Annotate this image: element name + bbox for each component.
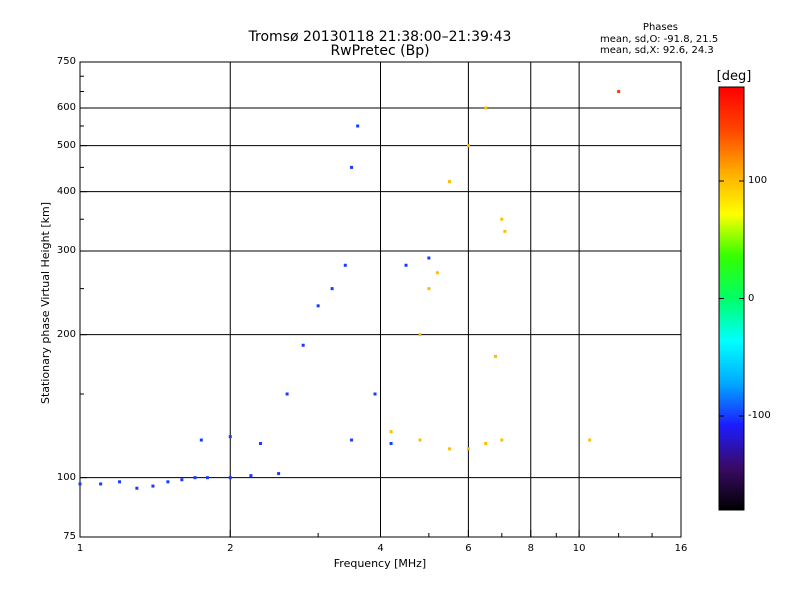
grid-lines bbox=[80, 62, 681, 537]
data-point bbox=[494, 354, 498, 358]
x-tick-label: 6 bbox=[465, 543, 472, 554]
data-point bbox=[285, 392, 289, 396]
y-axis-label: Stationary phase Virtual Height [km] bbox=[39, 201, 52, 404]
data-point bbox=[228, 476, 232, 480]
data-point bbox=[205, 476, 209, 480]
data-point bbox=[343, 263, 347, 267]
data-point bbox=[588, 438, 592, 442]
data-point bbox=[151, 484, 155, 488]
chart-title: Tromsø 20130118 21:38:00–21:39:43 bbox=[248, 29, 512, 45]
data-point bbox=[484, 106, 488, 110]
x-tick-label: 2 bbox=[227, 543, 234, 554]
y-tick-label: 200 bbox=[56, 328, 76, 340]
phase-colorbar bbox=[718, 86, 745, 511]
data-point bbox=[503, 229, 507, 233]
data-point bbox=[350, 165, 354, 169]
data-point bbox=[448, 447, 452, 451]
data-point bbox=[99, 482, 103, 486]
data-point bbox=[166, 480, 170, 484]
data-point bbox=[427, 256, 431, 260]
axis-ticks bbox=[79, 61, 682, 538]
data-point bbox=[448, 180, 452, 184]
data-point bbox=[180, 478, 184, 482]
data-point bbox=[316, 304, 320, 308]
phases-title: Phases bbox=[642, 22, 678, 33]
y-tick-label: 300 bbox=[56, 245, 76, 257]
x-tick-label: 4 bbox=[377, 543, 384, 554]
scatter-points bbox=[78, 90, 621, 490]
data-point bbox=[435, 271, 439, 275]
data-point bbox=[135, 486, 139, 490]
colorbar-tick-label: -100 bbox=[748, 410, 771, 421]
colorbar-tick-label: 0 bbox=[748, 292, 755, 304]
data-point bbox=[259, 442, 263, 446]
data-point bbox=[466, 447, 470, 451]
data-point bbox=[373, 392, 377, 396]
phases-x-stats: mean, sd,X: 92.6, 24.3 bbox=[600, 45, 714, 56]
x-tick-label: 16 bbox=[674, 543, 688, 554]
data-point bbox=[418, 333, 422, 337]
data-point bbox=[466, 144, 470, 148]
data-point bbox=[427, 287, 431, 291]
y-tick-label: 75 bbox=[63, 531, 76, 542]
y-tick-label: 500 bbox=[56, 139, 76, 151]
data-point bbox=[78, 482, 82, 486]
data-point bbox=[249, 474, 253, 478]
x-tick-label: 8 bbox=[527, 543, 534, 554]
y-tick-label: 750 bbox=[56, 56, 76, 67]
phases-o-stats: mean, sd,O: -91.8, 21.5 bbox=[600, 34, 719, 45]
data-point bbox=[500, 217, 504, 221]
data-point bbox=[118, 480, 122, 484]
data-point bbox=[301, 343, 305, 347]
data-point bbox=[484, 442, 488, 446]
data-point bbox=[199, 438, 203, 442]
chart-subtitle: RwPretec (Bp) bbox=[330, 43, 430, 59]
colorbar-unit-label: [deg] bbox=[716, 69, 752, 84]
data-point bbox=[389, 442, 393, 446]
y-tick-label: 600 bbox=[56, 102, 76, 114]
x-axis-label: Frequency [MHz] bbox=[333, 557, 427, 570]
y-tick-label: 100 bbox=[56, 471, 76, 483]
y-tick-label: 400 bbox=[56, 185, 76, 197]
data-point bbox=[193, 476, 197, 480]
data-point bbox=[356, 124, 360, 128]
data-point bbox=[228, 435, 232, 439]
data-point bbox=[277, 472, 281, 476]
data-point bbox=[389, 430, 393, 434]
data-point bbox=[330, 287, 334, 291]
data-point bbox=[350, 438, 354, 442]
data-point bbox=[500, 438, 504, 442]
x-tick-label: 10 bbox=[572, 543, 586, 554]
data-point bbox=[617, 90, 621, 94]
x-tick-label: 1 bbox=[76, 543, 84, 554]
data-point bbox=[418, 438, 422, 442]
colorbar-tick-label: 100 bbox=[748, 175, 768, 186]
data-point bbox=[404, 263, 408, 267]
